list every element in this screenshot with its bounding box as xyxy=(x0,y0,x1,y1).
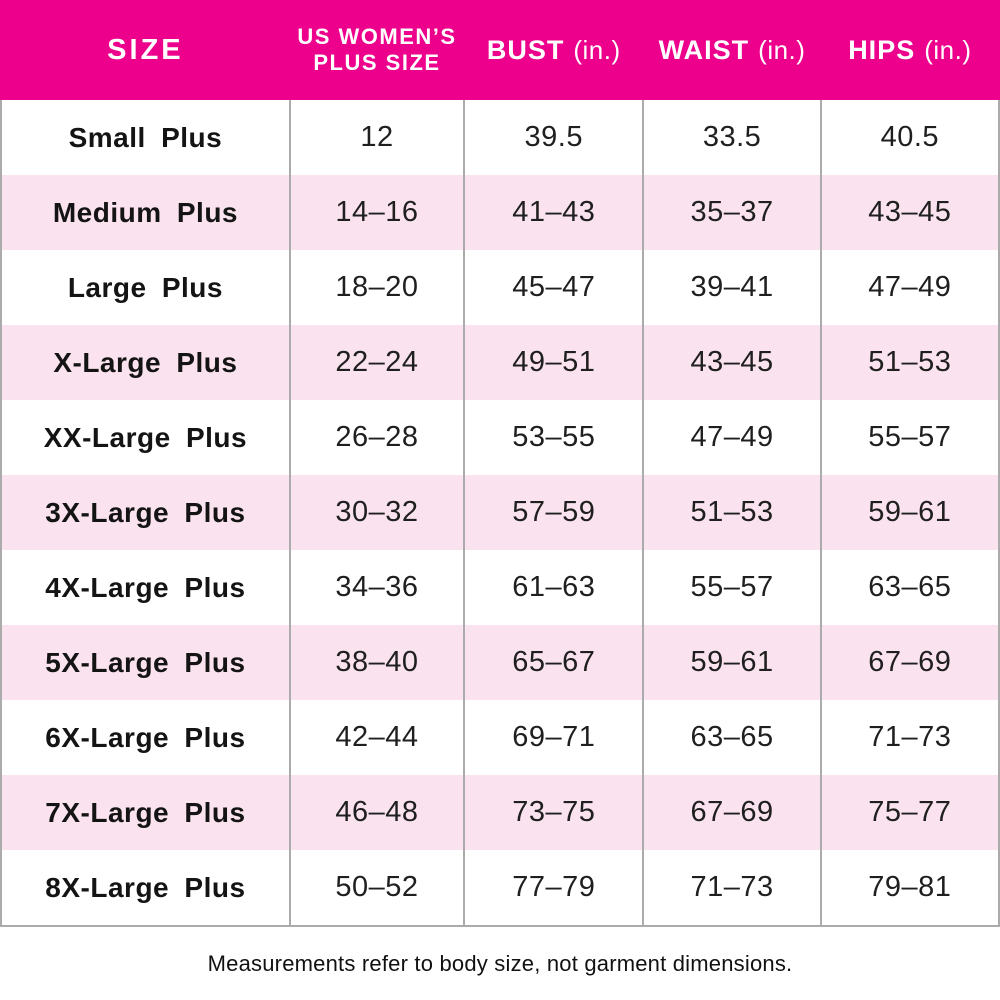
cell-bust: 65–67 xyxy=(465,625,645,700)
column-header-bust-unit: (in.) xyxy=(573,34,621,65)
table-row: Small Plus 12 39.5 33.5 40.5 xyxy=(2,100,998,175)
cell-us-plus-size: 34–36 xyxy=(291,550,466,625)
cell-size: X-Large Plus xyxy=(2,325,291,400)
cell-bust: 69–71 xyxy=(465,700,645,775)
column-header-hips-unit: (in.) xyxy=(924,34,972,65)
cell-size: 5X-Large Plus xyxy=(2,625,291,700)
cell-bust: 41–43 xyxy=(465,175,645,250)
footnote-text: Measurements refer to body size, not gar… xyxy=(207,950,793,976)
cell-size: Small Plus xyxy=(2,100,291,175)
column-header-bust-text: BUST (in.) xyxy=(487,35,621,66)
cell-us-plus-size: 46–48 xyxy=(291,775,466,850)
cell-bust: 61–63 xyxy=(465,550,645,625)
column-header-waist: WAIST (in.) xyxy=(644,0,821,100)
cell-us-plus-size: 30–32 xyxy=(291,475,466,550)
cell-size: Medium Plus xyxy=(2,175,291,250)
column-header-waist-label: WAIST xyxy=(658,34,750,65)
table-row: X-Large Plus 22–24 49–51 43–45 51–53 xyxy=(2,325,998,400)
table-row: 3X-Large Plus 30–32 57–59 51–53 59–61 xyxy=(2,475,998,550)
column-header-hips-text: HIPS (in.) xyxy=(848,35,971,66)
cell-bust: 57–59 xyxy=(465,475,645,550)
column-header-us-womens-line2: PLUS SIZE xyxy=(313,50,441,75)
cell-hips: 43–45 xyxy=(868,196,952,228)
cell-hips: 51–53 xyxy=(868,346,952,378)
cell-hips: 63–65 xyxy=(868,571,952,603)
cell-waist: 47–49 xyxy=(644,400,822,475)
cell-bust: 39.5 xyxy=(465,100,645,175)
column-header-waist-text: WAIST (in.) xyxy=(659,35,806,66)
cell-us-plus-size: 26–28 xyxy=(291,400,466,475)
cell-bust: 77–79 xyxy=(465,850,645,925)
cell-bust: 73–75 xyxy=(465,775,645,850)
cell-waist: 35–37 xyxy=(644,175,822,250)
cell-us-plus-size: 50–52 xyxy=(291,850,466,925)
table-row: XX-Large Plus 26–28 53–55 47–49 55–57 xyxy=(2,400,998,475)
cell-waist: 59–61 xyxy=(644,625,822,700)
cell-hips: 79–81 xyxy=(868,871,952,903)
table-row: 6X-Large Plus 42–44 69–71 63–65 71–73 xyxy=(2,700,998,775)
cell-bust: 45–47 xyxy=(465,250,645,325)
column-header-bust-label: BUST xyxy=(486,34,565,65)
table-row: 4X-Large Plus 34–36 61–63 55–57 63–65 xyxy=(2,550,998,625)
cell-size: 7X-Large Plus xyxy=(2,775,291,850)
column-header-waist-unit: (in.) xyxy=(758,34,806,65)
cell-waist: 43–45 xyxy=(644,325,822,400)
cell-size: Large Plus xyxy=(2,250,291,325)
column-header-hips: HIPS (in.) xyxy=(822,0,998,100)
table-row: Large Plus 18–20 45–47 39–41 47–49 xyxy=(2,250,998,325)
cell-hips: 59–61 xyxy=(868,496,952,528)
table-row: 8X-Large Plus 50–52 77–79 71–73 79–81 xyxy=(2,850,998,925)
cell-bust: 53–55 xyxy=(465,400,645,475)
cell-size: XX-Large Plus xyxy=(2,400,291,475)
cell-waist: 33.5 xyxy=(644,100,822,175)
cell-us-plus-size: 14–16 xyxy=(291,175,466,250)
cell-waist: 55–57 xyxy=(644,550,822,625)
cell-hips: 67–69 xyxy=(868,646,952,678)
cell-hips: 71–73 xyxy=(868,721,952,753)
table-row: 5X-Large Plus 38–40 65–67 59–61 67–69 xyxy=(2,625,998,700)
table-row: Medium Plus 14–16 41–43 35–37 43–45 xyxy=(2,175,998,250)
cell-hips: 40.5 xyxy=(880,121,940,153)
cell-us-plus-size: 18–20 xyxy=(291,250,466,325)
cell-waist: 51–53 xyxy=(644,475,822,550)
cell-waist: 67–69 xyxy=(644,775,822,850)
cell-bust: 49–51 xyxy=(465,325,645,400)
cell-us-plus-size: 12 xyxy=(291,100,466,175)
cell-size: 3X-Large Plus xyxy=(2,475,291,550)
column-header-us-womens-line1: US WOMEN’S xyxy=(297,24,457,50)
cell-us-plus-size: 22–24 xyxy=(291,325,466,400)
column-header-size-label: SIZE xyxy=(107,33,184,66)
cell-size: 6X-Large Plus xyxy=(2,700,291,775)
column-header-size: SIZE xyxy=(2,0,291,100)
cell-us-plus-size: 42–44 xyxy=(291,700,466,775)
column-header-us-womens-plus-size: US WOMEN’S PLUS SIZE xyxy=(291,0,465,100)
cell-waist: 63–65 xyxy=(644,700,822,775)
cell-waist: 71–73 xyxy=(644,850,822,925)
table-row: 7X-Large Plus 46–48 73–75 67–69 75–77 xyxy=(2,775,998,850)
column-header-hips-label: HIPS xyxy=(848,34,916,65)
table-header-row: SIZE US WOMEN’S PLUS SIZE BUST (in.) WAI… xyxy=(0,0,1000,100)
column-header-bust: BUST (in.) xyxy=(465,0,644,100)
cell-hips: 75–77 xyxy=(868,796,952,828)
cell-us-plus-size: 38–40 xyxy=(291,625,466,700)
cell-hips: 47–49 xyxy=(868,271,952,303)
footnote-area: Measurements refer to body size, not gar… xyxy=(0,927,1000,1000)
cell-size: 8X-Large Plus xyxy=(2,850,291,925)
cell-size: 4X-Large Plus xyxy=(2,550,291,625)
cell-hips: 55–57 xyxy=(868,421,952,453)
table-body: Small Plus 12 39.5 33.5 40.5 Medium Plus… xyxy=(0,100,1000,927)
cell-waist: 39–41 xyxy=(644,250,822,325)
